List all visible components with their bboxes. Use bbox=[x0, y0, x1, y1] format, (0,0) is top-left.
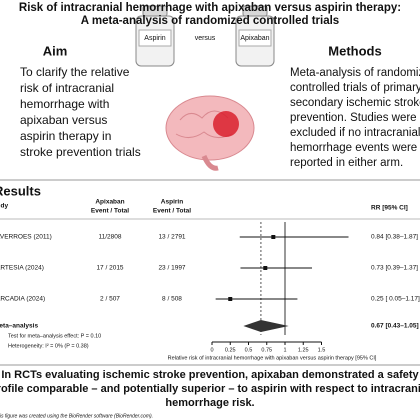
column-header: RR [95% CI] bbox=[371, 205, 408, 212]
bottle-label: Aspirin bbox=[144, 35, 166, 42]
versus-label: versus bbox=[195, 35, 216, 42]
conclusion: In RCTs evaluating ischemic stroke preve… bbox=[1, 369, 419, 381]
x-tick-label: 0.5 bbox=[245, 347, 253, 353]
column-header: Study bbox=[0, 203, 8, 210]
column-header: Apixaban bbox=[95, 199, 124, 206]
methods-text: reported in either arm. bbox=[290, 157, 403, 169]
x-tick-label: 1 bbox=[283, 347, 286, 353]
rr-label: 0.25 [ 0.05–1.17] bbox=[371, 296, 420, 303]
study-name: ARTESIA (2024) bbox=[0, 265, 44, 272]
methods-text: prevention. Studies were bbox=[290, 112, 417, 124]
aspirin-events: 8 / 508 bbox=[162, 296, 182, 303]
study-name: ARCADIA (2024) bbox=[0, 296, 45, 303]
methods-text: excluded if no intracranial bbox=[290, 127, 420, 139]
methods-text: secondary ischemic stroke bbox=[290, 97, 420, 109]
column-header: Aspirin bbox=[161, 199, 183, 206]
column-header: Event / Total bbox=[91, 208, 129, 215]
pooled-name: Meta–analysis bbox=[0, 323, 38, 330]
aim-text: stroke prevention trials bbox=[20, 145, 141, 159]
bottle-label: Apixaban bbox=[240, 35, 269, 42]
footer: This figure was created using the BioRen… bbox=[0, 413, 153, 419]
methods-text: controlled trials of primary and bbox=[290, 82, 420, 94]
aim-text: risk of intracranial bbox=[20, 81, 114, 95]
rr-point bbox=[263, 266, 268, 270]
aim-heading: Aim bbox=[43, 43, 68, 58]
aim-text: To clarify the relative bbox=[20, 65, 130, 79]
aim-text: hemorrhage with bbox=[20, 97, 109, 111]
rr-point bbox=[228, 297, 233, 301]
results-heading: Results bbox=[0, 183, 41, 198]
x-tick-label: 1.5 bbox=[318, 347, 326, 353]
bottle-illustration bbox=[135, 5, 275, 67]
rr-label: 0.73 [0.39–1.37] bbox=[371, 265, 418, 272]
title: Risk of intracranial hemorrhage with api… bbox=[19, 2, 401, 14]
column-header: Event / Total bbox=[153, 208, 191, 215]
pooled-note: Test for meta–analysis effect: P = 0.10 bbox=[8, 333, 101, 339]
aspirin-events: 23 / 1997 bbox=[158, 265, 185, 272]
brain-illustration bbox=[165, 95, 255, 171]
aspirin-events: 13 / 2791 bbox=[158, 234, 185, 241]
methods-text: Meta-analysis of randomized bbox=[290, 67, 420, 79]
aim-text: apixaban versus bbox=[20, 113, 107, 127]
x-tick-label: 0.25 bbox=[225, 347, 236, 353]
aim-text: aspirin therapy in bbox=[20, 129, 111, 143]
apixaban-events: 17 / 2015 bbox=[96, 265, 123, 272]
conclusion: hemorrhage risk. bbox=[165, 397, 254, 409]
pooled-label: 0.67 [0.43–1.05] bbox=[371, 323, 419, 330]
pooled-note: Heterogeneity: I² = 0% (P = 0.38) bbox=[8, 343, 89, 349]
pooled-diamond bbox=[243, 320, 289, 332]
conclusion: profile comparable – and potentially sup… bbox=[0, 383, 420, 395]
study-name: AVERROES (2011) bbox=[0, 234, 52, 241]
x-tick-label: 0 bbox=[210, 347, 213, 353]
methods-heading: Methods bbox=[328, 43, 381, 58]
title: A meta-analysis of randomized controlled… bbox=[81, 15, 339, 27]
methods-text: hemorrhage events were bbox=[290, 142, 417, 154]
x-tick-label: 0.75 bbox=[261, 347, 272, 353]
rr-point bbox=[271, 235, 276, 239]
apixaban-events: 11/2808 bbox=[98, 234, 121, 241]
rr-label: 0.84 [0.38–1.87] bbox=[371, 234, 418, 241]
apixaban-events: 2 / 507 bbox=[100, 296, 120, 303]
x-axis-label: Relative risk of intracranial hemorrhage… bbox=[168, 355, 377, 361]
x-tick-label: 1.25 bbox=[298, 347, 309, 353]
